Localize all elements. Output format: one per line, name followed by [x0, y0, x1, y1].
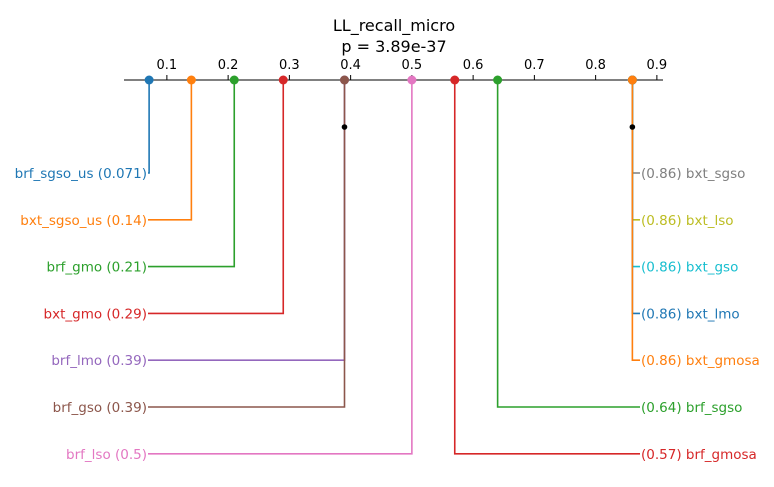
- method-label-brf_lmo: brf_lmo (0.39): [51, 353, 147, 369]
- rank-point-brf_sgso: [493, 75, 503, 85]
- method-label-brf_sgso: (0.64) brf_sgso: [641, 400, 742, 416]
- chart-subtitle: p = 3.89e-37: [341, 37, 446, 56]
- method-label-brf_sgso_us: brf_sgso_us (0.071): [15, 166, 147, 182]
- rank-point-bxt_sgso_us: [186, 75, 196, 85]
- rank-point-brf_gso: [340, 75, 349, 85]
- tick-label: 0.3: [279, 58, 300, 73]
- rank-point-brf_gmosa: [450, 75, 460, 85]
- clique-marker: [629, 124, 636, 130]
- method-label-brf_gmosa: (0.57) brf_gmosa: [641, 447, 757, 463]
- connector-bxt_lmo: [631, 80, 640, 315]
- rank-point-bxt_gmosa: [627, 75, 637, 85]
- rank-point-brf_lso: [407, 75, 417, 85]
- connector-bxt_lso: [631, 80, 640, 221]
- tick-group: 0.1 0.2 0.3 0.4 0.5 0.6 0.7 0.8 0.9: [157, 58, 668, 80]
- rank-point-brf_gmo: [229, 75, 239, 85]
- tick-label: 0.5: [402, 58, 423, 73]
- clique-marker: [341, 124, 348, 130]
- method-label-bxt_lmo: (0.86) bxt_lmo: [641, 306, 740, 322]
- tick-label: 0.4: [340, 58, 361, 73]
- rank-point-brf_sgso_us: [144, 75, 154, 85]
- connector-bxt_sgso_us: [148, 80, 193, 221]
- method-label-bxt_gmo: bxt_gmo (0.29): [44, 306, 147, 322]
- chart-title: LL_recall_micro: [333, 16, 455, 36]
- method-label-brf_lso: brf_lso (0.5): [66, 447, 147, 463]
- method-label-brf_gso: brf_gso (0.39): [53, 400, 147, 416]
- connector-bxt_gmo: [148, 80, 285, 315]
- method-label-bxt_gso: (0.86) bxt_gso: [641, 260, 738, 276]
- connector-brf_gmosa: [453, 80, 640, 455]
- tick-label: 0.1: [157, 58, 178, 73]
- connector-brf_lso: [148, 80, 413, 455]
- connector-brf_sgso_us: [148, 80, 150, 174]
- method-connectors: [144, 75, 640, 455]
- clique-markers: [341, 124, 636, 130]
- method-label-brf_gmo: brf_gmo (0.21): [47, 260, 148, 276]
- connector-brf_gso: [148, 80, 346, 408]
- method-labels: brf_sgso_us (0.071) bxt_sgso_us (0.14) brf…: [15, 166, 760, 463]
- tick-label: 0.7: [524, 58, 545, 73]
- method-label-bxt_sgso_us: bxt_sgso_us (0.14): [20, 213, 147, 229]
- method-label-bxt_lso: (0.86) bxt_lso: [641, 213, 734, 229]
- method-label-bxt_gmosa: (0.86) bxt_gmosa: [641, 353, 760, 369]
- tick-label: 0.9: [647, 58, 668, 73]
- rank-point-bxt_gmo: [278, 75, 288, 85]
- tick-label: 0.2: [218, 58, 239, 73]
- tick-label: 0.6: [463, 58, 484, 73]
- connector-brf_sgso: [496, 80, 640, 408]
- method-label-bxt_sgso: (0.86) bxt_sgso: [641, 166, 745, 182]
- connector-bxt_gmosa: [631, 80, 640, 362]
- tick-label: 0.8: [585, 58, 606, 73]
- connector-brf_gmo: [148, 80, 236, 268]
